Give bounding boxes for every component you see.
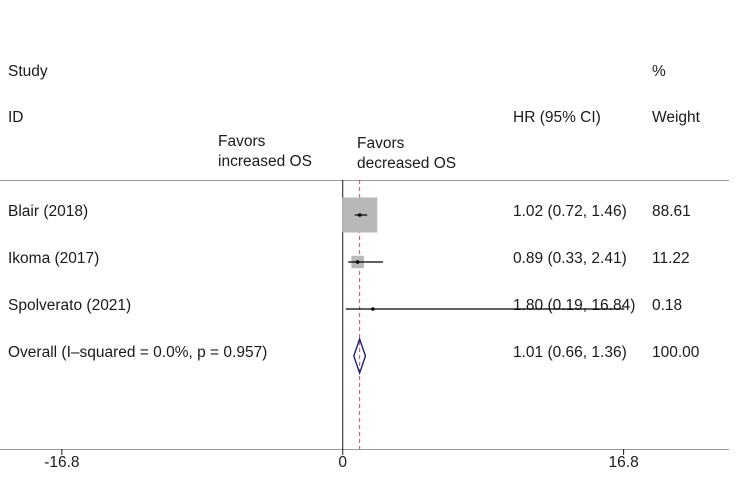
overall-ci: 1.01 (0.66, 1.36) <box>513 344 627 361</box>
study-weight-3: 0.18 <box>652 297 683 314</box>
point-estimate-3 <box>371 307 375 311</box>
study-ci-3: 1.80 (0.19, 16.84) <box>513 297 636 314</box>
header-weight: Weight <box>652 109 700 126</box>
x-tick-label-1: -16.8 <box>44 454 79 471</box>
study-weight-2: 11.22 <box>652 250 690 267</box>
point-estimate-1 <box>357 213 362 217</box>
overall-diamond <box>353 336 367 376</box>
header-study: Study <box>8 63 48 80</box>
favor-right-line1: Favors <box>357 135 405 152</box>
header-rule <box>0 180 729 181</box>
study-ci-1: 1.02 (0.72, 1.46) <box>513 203 627 220</box>
overall-weight: 100.00 <box>652 344 700 361</box>
header-percent: % <box>652 63 666 80</box>
study-label-3: Spolverato (2021) <box>8 297 132 314</box>
x-tick-label-3: 16.8 <box>609 454 639 471</box>
x-tick-label-2: 0 <box>338 454 347 471</box>
study-label-1: Blair (2018) <box>8 203 89 220</box>
favor-right-line2: decreased OS <box>357 155 457 172</box>
header-effect: HR (95% CI) <box>513 109 601 126</box>
favor-left-line2: increased OS <box>218 153 312 170</box>
header-id: ID <box>8 109 24 126</box>
study-weight-1: 88.61 <box>652 203 691 220</box>
axis-rule <box>0 449 729 450</box>
overall-label: Overall (I–squared = 0.0%, p = 0.957) <box>8 344 268 361</box>
favor-left-line1: Favors <box>218 133 266 150</box>
study-ci-2: 0.89 (0.33, 2.41) <box>513 250 627 267</box>
point-estimate-2 <box>355 260 360 264</box>
study-label-2: Ikoma (2017) <box>8 250 100 267</box>
